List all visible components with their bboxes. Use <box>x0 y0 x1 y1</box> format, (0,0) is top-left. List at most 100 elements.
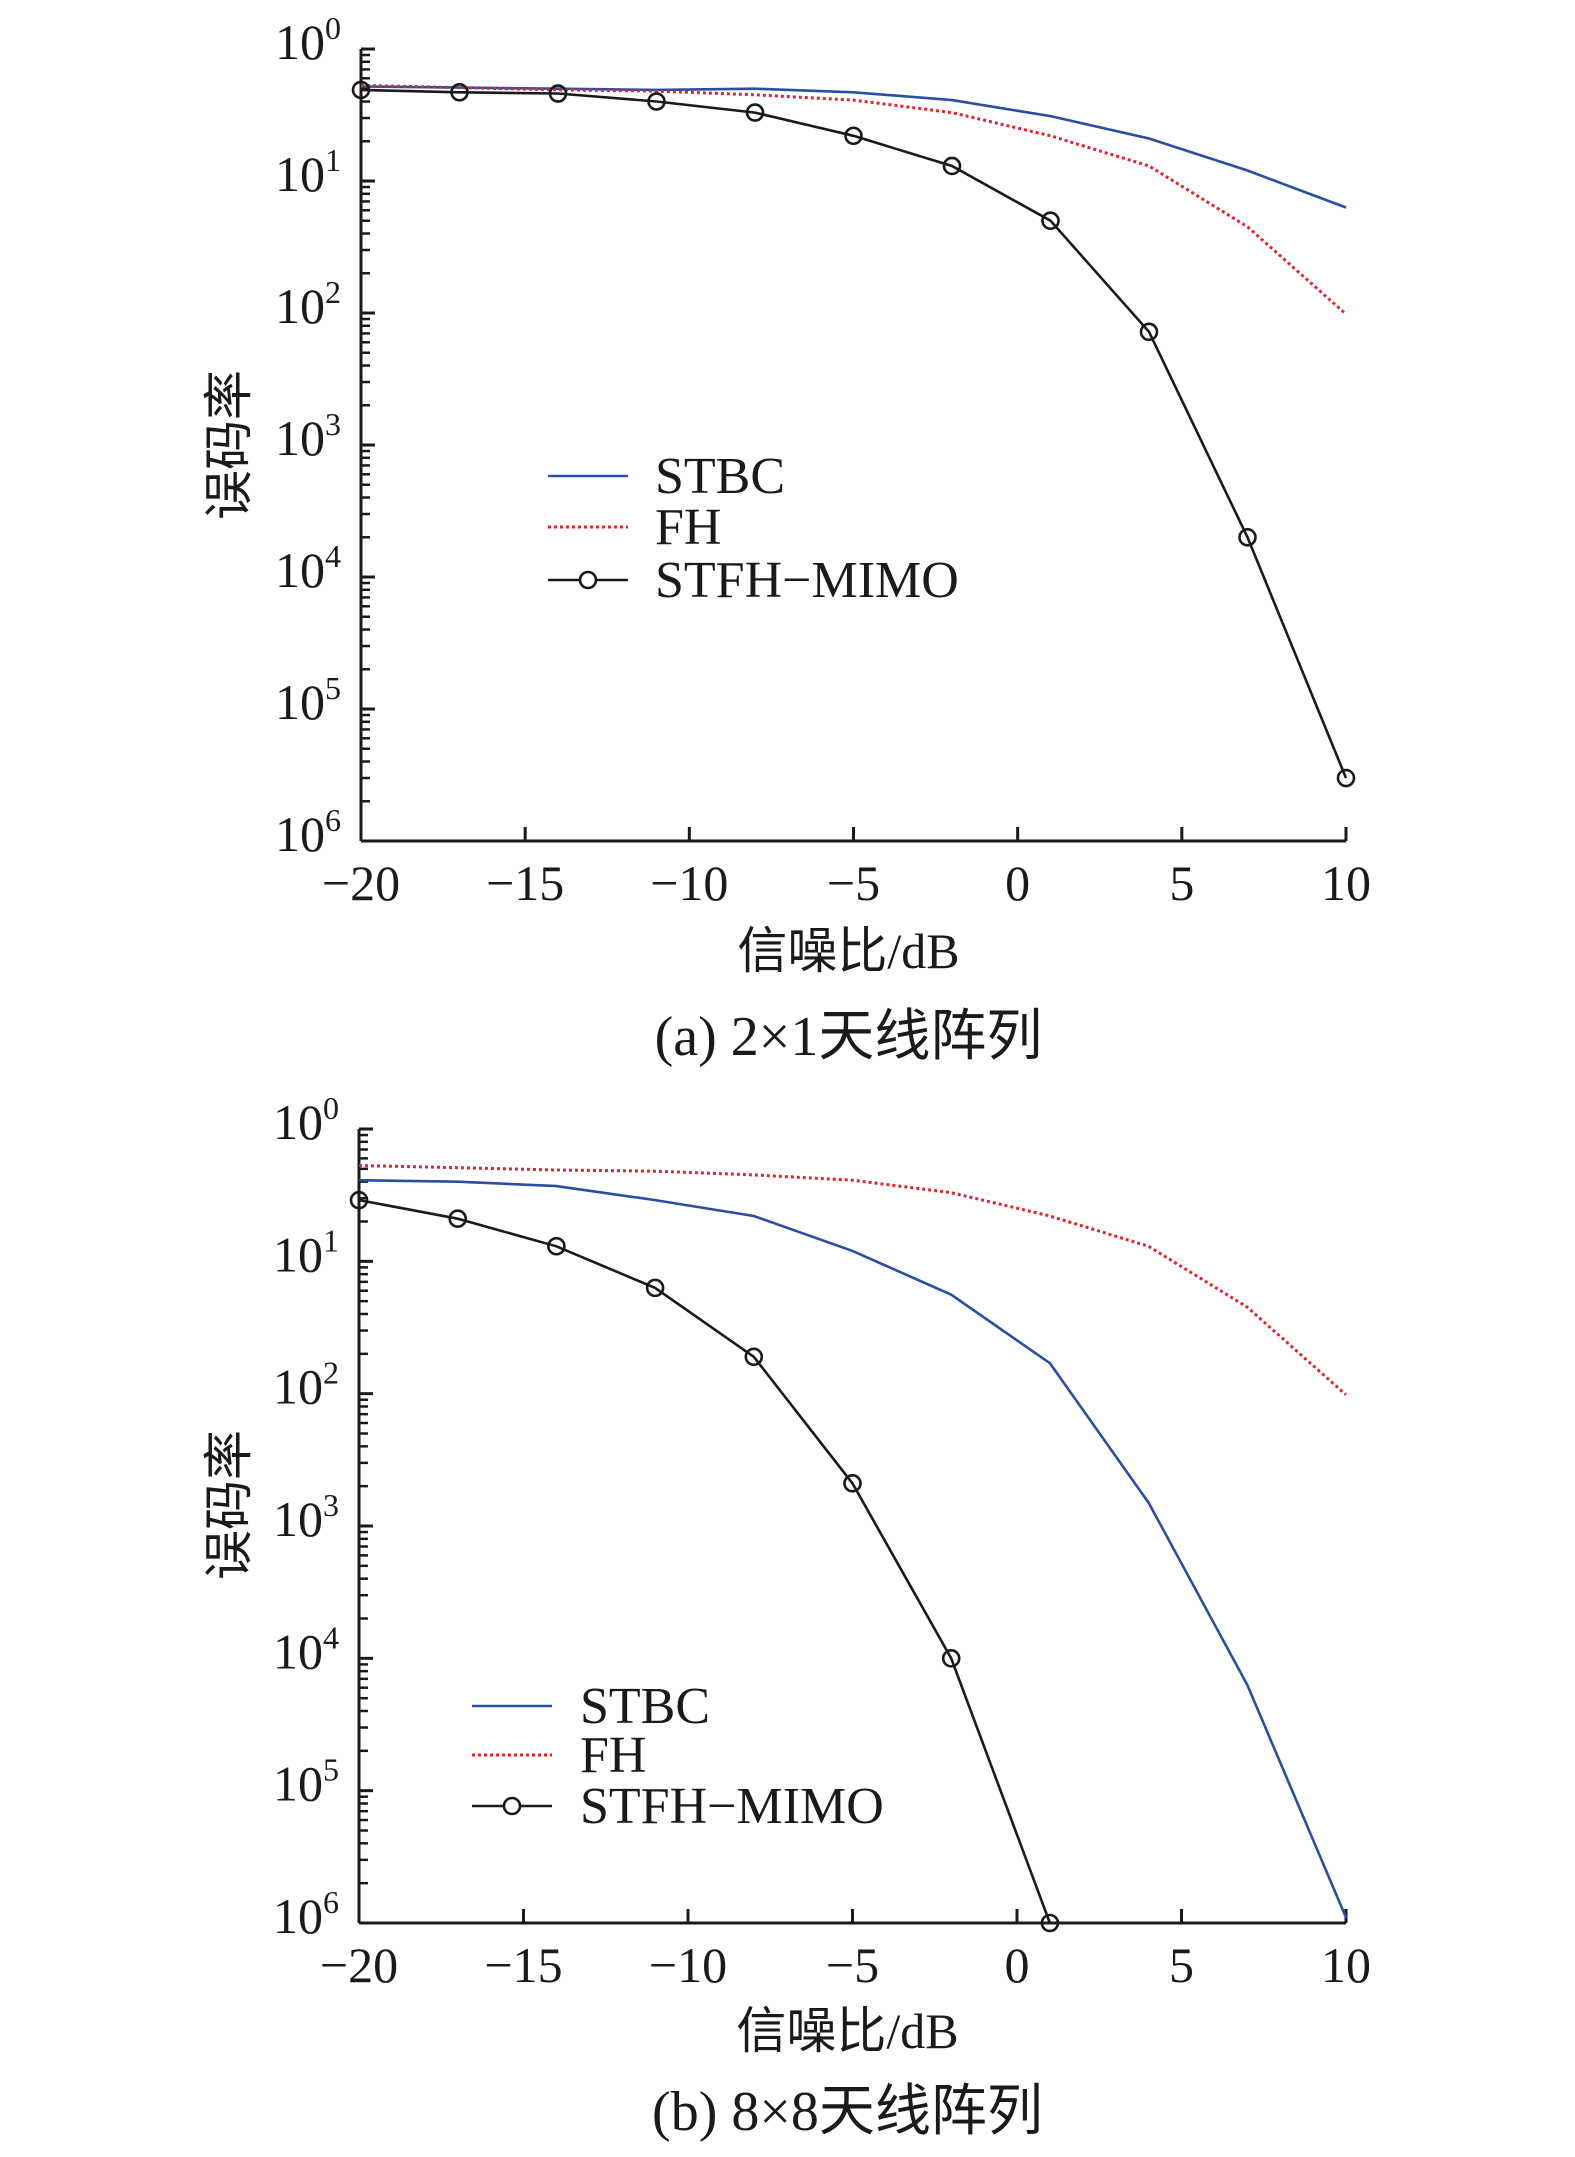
y-tick-label: 100 <box>275 10 341 70</box>
x-tick-label: −15 <box>484 1937 562 1993</box>
data-point-marker <box>1040 1913 1060 1933</box>
y-tick-label: 106 <box>273 1884 339 1944</box>
y-tick-base: 10 <box>275 674 325 730</box>
series-line <box>358 1164 1347 1396</box>
data-point-marker <box>1139 322 1159 342</box>
y-tick-exponent: 5 <box>323 1752 339 1788</box>
legend-label: FH <box>655 499 721 556</box>
y-tick-base: 10 <box>275 542 325 598</box>
y-tick-base: 10 <box>273 1359 323 1415</box>
data-point-marker <box>1336 768 1356 788</box>
x-tick-label: −20 <box>320 1937 398 1993</box>
y-tick-label: 102 <box>273 1355 339 1415</box>
x-tick-label: −15 <box>486 855 564 911</box>
data-point-marker <box>942 156 962 176</box>
x-tick-label: 0 <box>1005 1937 1030 1993</box>
legend-label: FH <box>580 1727 646 1784</box>
x-tick-label: 10 <box>1321 1937 1371 1993</box>
data-point-marker <box>744 1347 764 1367</box>
data-point-marker <box>941 1649 961 1668</box>
data-point-marker <box>843 1474 862 1493</box>
y-tick-label: 101 <box>275 142 341 202</box>
data-point-marker <box>547 1236 566 1256</box>
data-point-marker <box>1041 211 1060 231</box>
y-tick-exponent: 3 <box>323 1487 339 1523</box>
data-point-marker <box>645 1278 665 1298</box>
data-point-marker <box>1238 527 1257 547</box>
x-tick-label: −10 <box>650 855 728 911</box>
y-tick-base: 10 <box>273 1888 323 1944</box>
legend-label: STBC <box>655 448 785 505</box>
x-tick-label: −5 <box>827 855 880 911</box>
y-axis-label: 误码率 <box>201 370 257 520</box>
y-tick-exponent: 2 <box>323 1355 339 1391</box>
legend-marker <box>502 1796 522 1816</box>
caption: (b) 8×8天线阵列 <box>652 2081 1043 2143</box>
y-tick-label: 104 <box>275 538 341 598</box>
legend-label: STFH−MIMO <box>655 552 959 609</box>
y-tick-exponent: 0 <box>323 1090 339 1126</box>
data-point-marker <box>349 1190 369 1210</box>
data-point-marker <box>844 126 863 146</box>
series-stfhmimo <box>349 1190 1060 1933</box>
data-point-marker <box>450 82 469 102</box>
data-point-marker <box>647 92 666 111</box>
series-fh <box>360 83 1347 316</box>
y-tick-base: 10 <box>273 1756 323 1812</box>
y-tick-exponent: 1 <box>325 142 341 178</box>
series-line <box>360 88 1348 779</box>
y-tick-base: 10 <box>275 278 325 334</box>
series-line <box>358 1178 1348 1919</box>
x-tick-label: −5 <box>826 1937 879 1993</box>
x-tick-label: 5 <box>1169 855 1194 911</box>
y-tick-exponent: 2 <box>325 274 341 310</box>
x-tick-label: −10 <box>649 1937 727 1993</box>
y-tick-label: 102 <box>275 274 341 334</box>
y-tick-base: 10 <box>273 1491 323 1547</box>
y-tick-label: 101 <box>273 1222 339 1282</box>
x-tick-label: 0 <box>1005 855 1030 911</box>
y-tick-base: 10 <box>275 146 325 202</box>
x-tick-label: 5 <box>1169 1937 1194 1993</box>
y-tick-exponent: 6 <box>325 802 341 838</box>
y-axis-label: 误码率 <box>201 1430 257 1580</box>
y-tick-exponent: 4 <box>323 1619 339 1655</box>
data-point-marker <box>548 84 568 103</box>
legend-marker <box>578 570 598 590</box>
y-tick-exponent: 3 <box>325 406 341 442</box>
y-tick-exponent: 1 <box>323 1222 339 1258</box>
series-line <box>358 1198 1052 1924</box>
y-tick-base: 10 <box>273 1226 323 1282</box>
y-tick-label: 103 <box>273 1487 339 1547</box>
y-tick-exponent: 6 <box>323 1884 339 1920</box>
series-line <box>360 85 1347 209</box>
series-stfhmimo <box>351 80 1356 788</box>
series-fh <box>358 1164 1347 1396</box>
y-tick-exponent: 0 <box>325 10 341 46</box>
caption: (a) 2×1天线阵列 <box>655 1006 1043 1068</box>
data-point-marker <box>351 80 371 100</box>
legend-label: STBC <box>580 1678 710 1735</box>
x-axis-label: 信噪比/dB <box>736 2003 958 2059</box>
y-tick-base: 10 <box>275 410 325 466</box>
series-stbc <box>360 85 1347 209</box>
y-tick-exponent: 5 <box>325 670 341 706</box>
y-tick-base: 10 <box>273 1623 323 1679</box>
legend-label: STFH−MIMO <box>580 1778 884 1835</box>
data-point-marker <box>745 103 765 122</box>
y-tick-label: 104 <box>273 1619 339 1679</box>
series-stbc <box>358 1178 1348 1919</box>
x-tick-label: −20 <box>322 855 400 911</box>
series-line <box>360 83 1347 316</box>
y-tick-exponent: 4 <box>325 538 341 574</box>
y-tick-label: 105 <box>275 670 341 730</box>
y-tick-label: 103 <box>275 406 341 466</box>
data-point-marker <box>448 1209 468 1228</box>
y-tick-label: 106 <box>275 802 341 862</box>
x-tick-label: 10 <box>1321 855 1371 911</box>
y-tick-base: 10 <box>273 1094 323 1150</box>
x-axis-label: 信噪比/dB <box>737 923 959 979</box>
